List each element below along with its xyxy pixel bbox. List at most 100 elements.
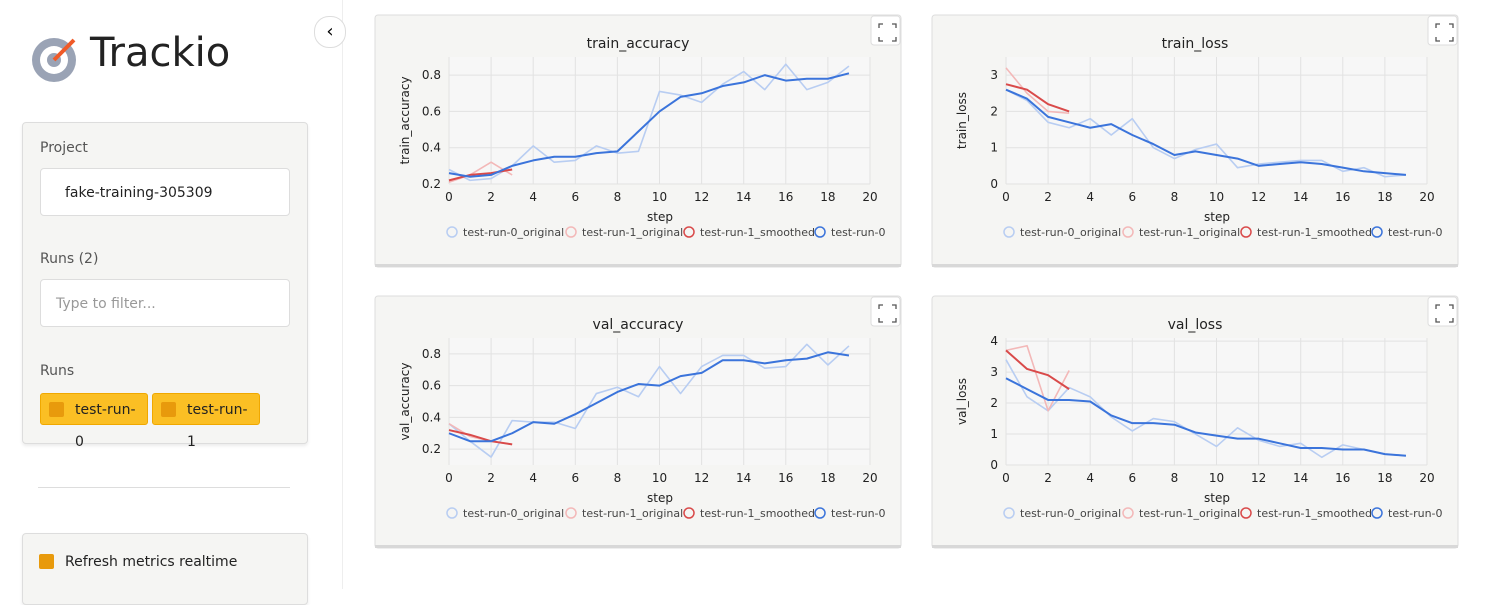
- legend-label: test-run-0_original: [463, 507, 564, 520]
- legend-label: test-run-1_original: [1139, 507, 1240, 520]
- x-tick-label: 4: [1086, 471, 1094, 485]
- y-axis-label: val_loss: [955, 378, 969, 425]
- runs-filter-input[interactable]: Type to filter...: [40, 279, 290, 327]
- x-tick-label: 16: [778, 190, 793, 204]
- x-tick-label: 10: [1209, 190, 1224, 204]
- legend-marker: [1371, 507, 1383, 519]
- legend-label: test-run-0_smoothed: [1388, 507, 1500, 520]
- expand-button[interactable]: [870, 296, 901, 327]
- series-line: [1005, 359, 1407, 459]
- run-checkbox[interactable]: test-run-0: [40, 393, 148, 450]
- collapse-button[interactable]: ‹: [314, 16, 346, 48]
- chart-title: val_loss: [1168, 317, 1223, 333]
- runs-label: Runs: [40, 363, 75, 379]
- x-tick-label: 16: [1335, 190, 1350, 204]
- chart-title: train_accuracy: [587, 36, 690, 52]
- legend-label: test-run-0_original: [1020, 507, 1121, 520]
- run-checkbox[interactable]: test-run-1: [152, 393, 260, 450]
- x-tick-label: 6: [1128, 190, 1136, 204]
- x-axis-label: step: [647, 491, 673, 505]
- x-tick-label: 0: [445, 471, 453, 485]
- refresh-label: Refresh metrics realtime: [65, 554, 238, 570]
- x-axis-label: step: [1204, 210, 1230, 224]
- x-tick-label: 14: [1293, 190, 1308, 204]
- legend: test-run-0_original test-run-1_original te…: [1003, 226, 1500, 239]
- legend-marker: [446, 507, 458, 519]
- legend-marker: [814, 507, 826, 519]
- panel-shadow: [932, 264, 1458, 267]
- brand: Trackio: [90, 30, 231, 76]
- legend: test-run-0_original test-run-1_original te…: [1003, 507, 1500, 520]
- legend-marker: [683, 507, 695, 519]
- legend-label: test-run-0_smoothed: [1388, 226, 1500, 239]
- y-tick-label: 0.2: [422, 177, 441, 191]
- x-axis-label: step: [1204, 491, 1230, 505]
- series-line: [448, 72, 850, 178]
- series-line: [1005, 83, 1070, 113]
- x-tick-label: 10: [652, 190, 667, 204]
- panel-shadow: [375, 545, 901, 548]
- series-line: [448, 429, 513, 446]
- x-tick-label: 20: [862, 471, 877, 485]
- y-tick-label: 0: [990, 458, 998, 472]
- legend-marker: [814, 226, 826, 238]
- legend-label: test-run-1_smoothed: [1257, 507, 1372, 520]
- legend-marker: [1003, 226, 1015, 238]
- panel-shadow: [375, 264, 901, 267]
- x-tick-label: 2: [487, 190, 495, 204]
- panel-shadow: [932, 545, 1458, 548]
- run-name: test-run-1: [187, 402, 248, 450]
- legend-label: test-run-0_smoothed: [831, 507, 946, 520]
- x-tick-label: 14: [1293, 471, 1308, 485]
- sidebar: Trackio ‹ Project fake-training-305309 R…: [0, 0, 346, 605]
- project-input[interactable]: fake-training-305309: [40, 168, 290, 216]
- legend-marker: [565, 226, 577, 238]
- refresh-checkbox[interactable]: Refresh metrics realtime: [31, 546, 247, 578]
- legend-marker: [683, 226, 695, 238]
- y-tick-label: 0.2: [422, 442, 441, 456]
- legend: test-run-0_original test-run-1_original te…: [446, 507, 946, 520]
- x-tick-label: 18: [1377, 471, 1392, 485]
- chart-panel: 0 2 4 6 8 10 12 14 16 18 20 0.2 0.4 0.6 0.8 val_accurac…: [374, 295, 946, 549]
- x-tick-label: 20: [1419, 190, 1434, 204]
- legend-marker: [1240, 226, 1252, 238]
- x-tick-label: 2: [487, 471, 495, 485]
- x-tick-label: 4: [529, 471, 537, 485]
- run-name: test-run-0: [75, 402, 136, 450]
- y-tick-label: 1: [990, 141, 998, 155]
- divider: [38, 487, 290, 488]
- filter-panel: Project fake-training-305309 Runs (2) Ty…: [22, 122, 308, 450]
- expand-button[interactable]: [1427, 15, 1458, 46]
- series-line: [1005, 377, 1407, 457]
- expand-button[interactable]: [1427, 296, 1458, 327]
- legend-marker: [1122, 507, 1134, 519]
- x-tick-label: 2: [1044, 190, 1052, 204]
- x-tick-label: 0: [445, 190, 453, 204]
- chart-title: val_accuracy: [593, 317, 684, 333]
- y-tick-label: 0.4: [422, 141, 441, 155]
- x-tick-label: 18: [820, 190, 835, 204]
- x-tick-label: 12: [1251, 471, 1266, 485]
- runs-filter-label: Runs (2): [40, 251, 99, 267]
- chart-panel: 0 2 4 6 8 10 12 14 16 18 2001234val_lossstepval_lo…: [931, 295, 1500, 549]
- x-tick-label: 10: [652, 471, 667, 485]
- expand-button[interactable]: [870, 15, 901, 46]
- x-axis-label: step: [647, 210, 673, 224]
- x-tick-label: 0: [1002, 471, 1010, 485]
- y-tick-label: 0.6: [422, 104, 441, 118]
- y-tick-label: 2: [990, 104, 998, 118]
- x-tick-label: 4: [1086, 190, 1094, 204]
- x-tick-label: 18: [820, 471, 835, 485]
- x-tick-label: 14: [736, 471, 751, 485]
- legend-label: test-run-0_original: [463, 226, 564, 239]
- x-tick-label: 12: [1251, 190, 1266, 204]
- x-tick-label: 0: [1002, 190, 1010, 204]
- legend-label: test-run-1_smoothed: [700, 226, 815, 239]
- x-tick-label: 14: [736, 190, 751, 204]
- y-tick-label: 0.8: [422, 347, 441, 361]
- y-tick-label: 0.4: [422, 410, 441, 424]
- y-tick-label: 3: [990, 68, 998, 82]
- y-tick-label: 0.6: [422, 379, 441, 393]
- charts: 0 2 4 6 8 10 12 14 16 18 200.20.40.60.8train_accur…: [374, 14, 1500, 549]
